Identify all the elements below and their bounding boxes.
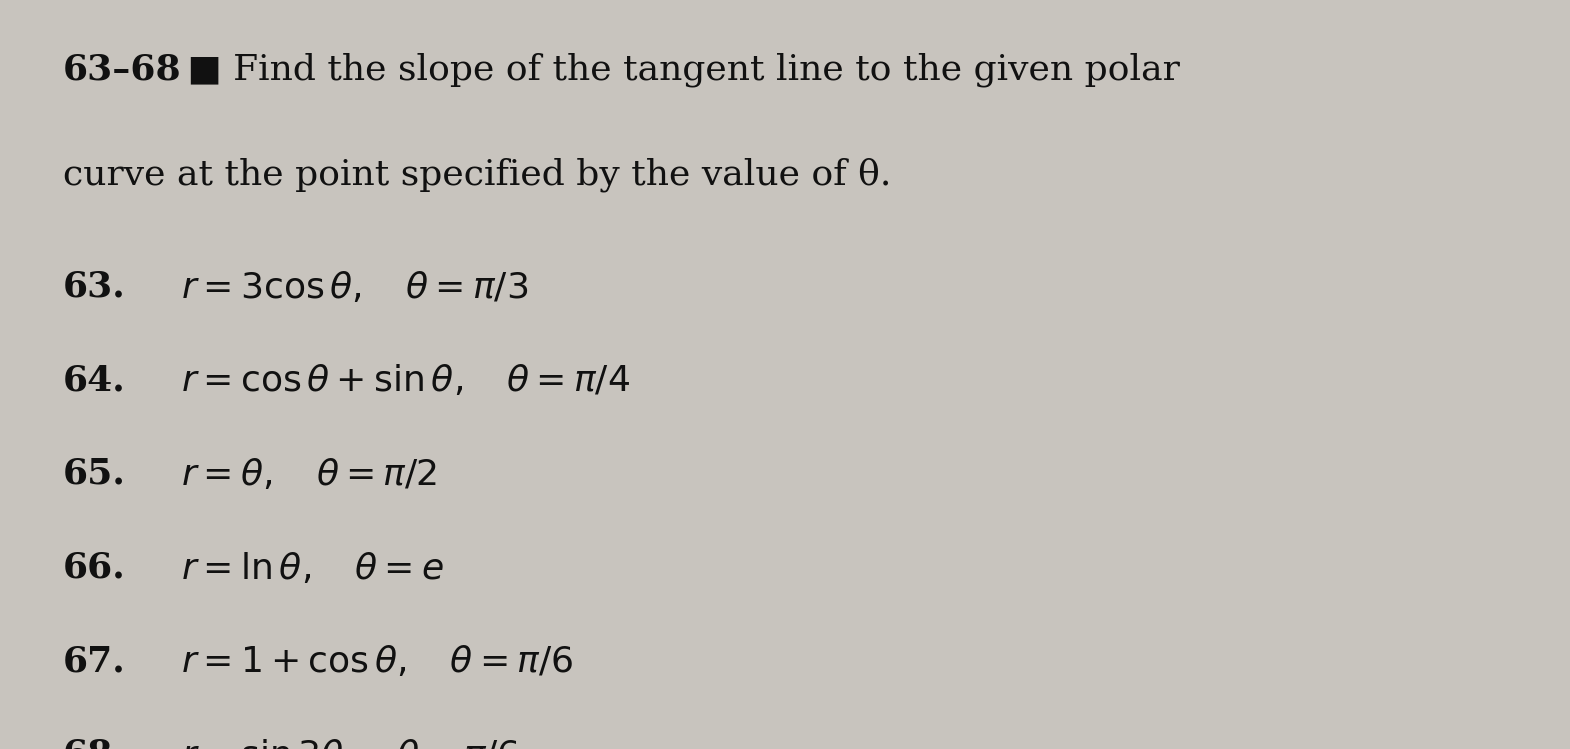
Text: $r = \cos\theta + \sin\theta,\quad \theta = \pi/4$: $r = \cos\theta + \sin\theta,\quad \thet… (181, 363, 630, 398)
Text: $r = \theta,\quad \theta = \pi/2$: $r = \theta,\quad \theta = \pi/2$ (181, 457, 436, 492)
Text: 65.: 65. (63, 457, 126, 491)
Text: curve at the point specified by the value of θ.: curve at the point specified by the valu… (63, 157, 892, 192)
Text: 63–68: 63–68 (63, 52, 182, 86)
Text: 63.: 63. (63, 270, 126, 303)
Text: 66.: 66. (63, 551, 126, 584)
Text: ■ Find the slope of the tangent line to the given polar: ■ Find the slope of the tangent line to … (176, 52, 1179, 87)
Text: $r = \ln\theta,\quad \theta = e$: $r = \ln\theta,\quad \theta = e$ (181, 551, 443, 586)
Text: 64.: 64. (63, 363, 126, 397)
Text: 68.: 68. (63, 738, 126, 749)
Text: 67.: 67. (63, 644, 126, 678)
Text: $r = 3\cos\theta,\quad \theta = \pi/3$: $r = 3\cos\theta,\quad \theta = \pi/3$ (181, 270, 528, 305)
Text: $r = \sin 3\theta,\quad \theta = \pi/6$: $r = \sin 3\theta,\quad \theta = \pi/6$ (181, 738, 520, 749)
Text: $r = 1 + \cos\theta,\quad \theta = \pi/6$: $r = 1 + \cos\theta,\quad \theta = \pi/6… (181, 644, 573, 679)
